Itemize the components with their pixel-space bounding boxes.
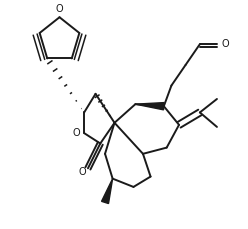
Text: O: O — [78, 167, 86, 177]
Polygon shape — [102, 179, 113, 204]
Text: O: O — [222, 39, 229, 49]
Text: O: O — [56, 4, 63, 14]
Text: O: O — [73, 128, 80, 138]
Polygon shape — [135, 103, 164, 110]
